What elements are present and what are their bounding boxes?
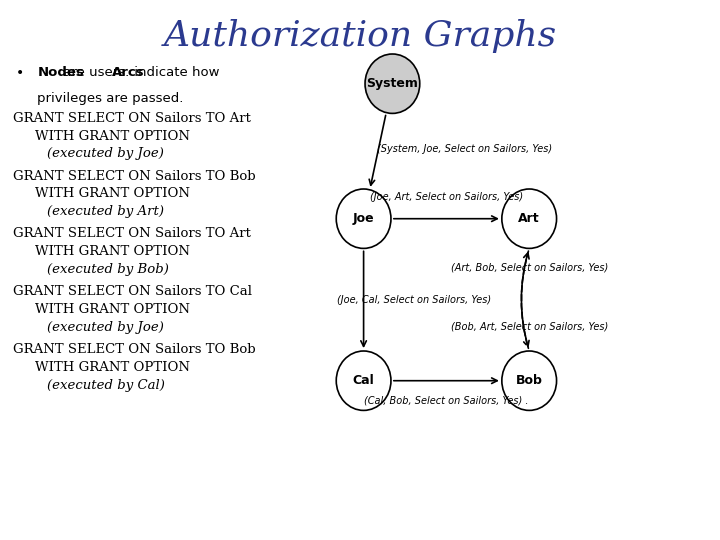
Ellipse shape — [365, 54, 420, 113]
Text: are users.: are users. — [60, 66, 134, 79]
Text: (executed by Joe): (executed by Joe) — [47, 321, 163, 334]
Text: GRANT SELECT ON Sailors TO Bob: GRANT SELECT ON Sailors TO Bob — [13, 170, 256, 183]
Text: GRANT SELECT ON Sailors TO Bob: GRANT SELECT ON Sailors TO Bob — [13, 343, 256, 356]
FancyArrowPatch shape — [369, 116, 386, 185]
Text: Nodes: Nodes — [37, 66, 84, 79]
Text: Joe: Joe — [353, 212, 374, 225]
Ellipse shape — [502, 189, 557, 248]
Text: System: System — [366, 77, 418, 90]
Text: WITH GRANT OPTION: WITH GRANT OPTION — [35, 303, 189, 316]
FancyArrowPatch shape — [361, 251, 366, 346]
Text: (Cal, Bob, Select on Sailors, Yes) .: (Cal, Bob, Select on Sailors, Yes) . — [364, 396, 528, 406]
Text: (executed by Cal): (executed by Cal) — [47, 379, 165, 392]
Text: (Bob, Art, Select on Sailors, Yes): (Bob, Art, Select on Sailors, Yes) — [451, 322, 608, 332]
FancyArrowPatch shape — [394, 216, 498, 221]
Text: Bob: Bob — [516, 374, 543, 387]
Ellipse shape — [502, 351, 557, 410]
Text: (executed by Art): (executed by Art) — [47, 205, 164, 218]
Text: WITH GRANT OPTION: WITH GRANT OPTION — [35, 361, 189, 374]
Text: GRANT SELECT ON Sailors TO Art: GRANT SELECT ON Sailors TO Art — [13, 227, 251, 240]
Text: WITH GRANT OPTION: WITH GRANT OPTION — [35, 130, 189, 143]
Text: (executed by Joe): (executed by Joe) — [47, 147, 163, 160]
Text: Cal: Cal — [353, 374, 374, 387]
Text: (System, Joe, Select on Sailors, Yes): (System, Joe, Select on Sailors, Yes) — [377, 144, 552, 153]
Text: (executed by Bob): (executed by Bob) — [47, 263, 168, 276]
Ellipse shape — [336, 189, 391, 248]
Text: Arcs: Arcs — [112, 66, 145, 79]
Text: WITH GRANT OPTION: WITH GRANT OPTION — [35, 245, 189, 258]
FancyArrowPatch shape — [394, 378, 498, 383]
Text: •: • — [16, 66, 24, 80]
Text: Authorization Graphs: Authorization Graphs — [163, 19, 557, 53]
FancyArrowPatch shape — [521, 251, 529, 347]
Ellipse shape — [336, 351, 391, 410]
Text: WITH GRANT OPTION: WITH GRANT OPTION — [35, 187, 189, 200]
Text: indicate how: indicate how — [130, 66, 219, 79]
Text: (Art, Bob, Select on Sailors, Yes): (Art, Bob, Select on Sailors, Yes) — [451, 262, 608, 272]
Text: (Joe, Cal, Select on Sailors, Yes): (Joe, Cal, Select on Sailors, Yes) — [337, 295, 491, 305]
Text: (Joe, Art, Select on Sailors, Yes): (Joe, Art, Select on Sailors, Yes) — [370, 192, 523, 202]
Text: privileges are passed.: privileges are passed. — [37, 92, 184, 105]
Text: Art: Art — [518, 212, 540, 225]
FancyArrowPatch shape — [521, 253, 529, 348]
Text: GRANT SELECT ON Sailors TO Art: GRANT SELECT ON Sailors TO Art — [13, 112, 251, 125]
Text: GRANT SELECT ON Sailors TO Cal: GRANT SELECT ON Sailors TO Cal — [13, 285, 252, 298]
